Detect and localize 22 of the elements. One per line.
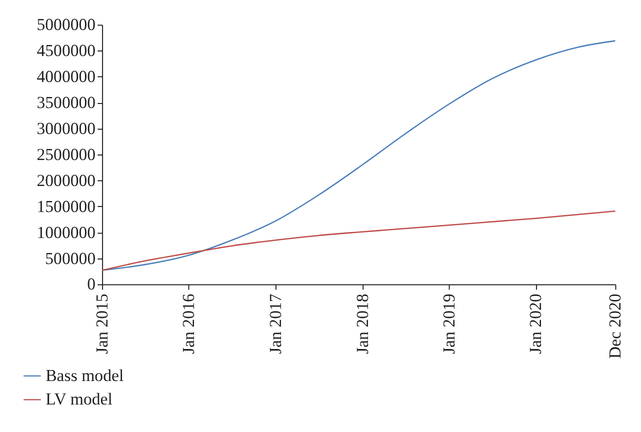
x-tick-label: Jan 2016 (179, 294, 198, 354)
x-tick-label: Jan 2020 (526, 294, 546, 354)
x-tick-label: Jan 2015 (92, 294, 112, 354)
x-tick-label: Jan 2017 (266, 294, 286, 354)
y-tick-label: 2500000 (36, 144, 96, 164)
x-tick-label: Jan 2018 (352, 294, 372, 354)
y-tick-label: 1000000 (36, 222, 96, 242)
y-tick-label: 3000000 (36, 118, 96, 138)
x-tick-label: Dec 2020 (606, 294, 625, 359)
y-tick-label: 4000000 (36, 67, 96, 86)
legend-label: LV model (46, 390, 113, 409)
y-tick-label: 2000000 (36, 170, 96, 190)
y-tick-label: 4500000 (36, 41, 96, 60)
y-tick-label: 500000 (45, 248, 96, 268)
x-tick-label: Jan 2019 (439, 294, 458, 354)
line-series (101, 210, 616, 271)
legend-label: Bass model (46, 366, 124, 385)
y-tick-label: 1500000 (36, 196, 96, 216)
y-tick-label: 0 (87, 274, 96, 294)
y-tick-label: 5000000 (36, 15, 96, 34)
line-series (101, 40, 616, 271)
y-tick-label: 3500000 (36, 93, 96, 112)
